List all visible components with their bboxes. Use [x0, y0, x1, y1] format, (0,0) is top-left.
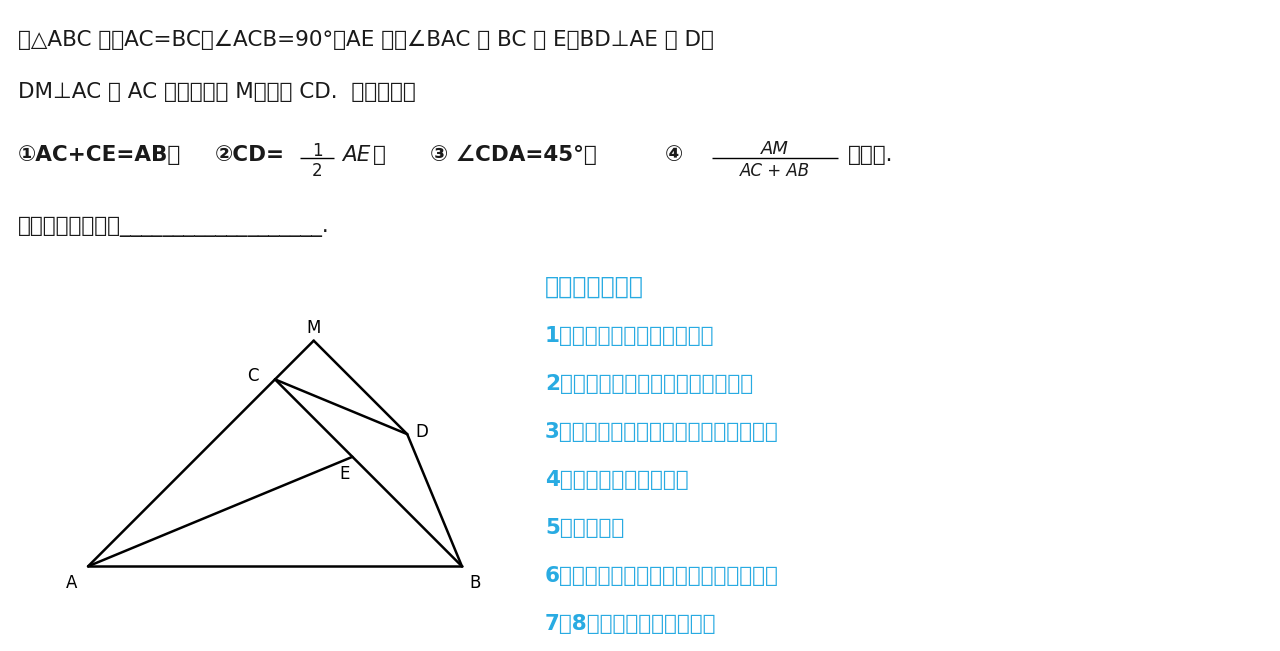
Text: ①AC+CE=AB；: ①AC+CE=AB；	[18, 145, 182, 165]
Text: 2、角平分线辅助线，延长对称全等: 2、角平分线辅助线，延长对称全等	[545, 374, 753, 394]
Text: C: C	[247, 367, 259, 385]
Text: DM⊥AC 交 AC 的延长线于 M，连接 CD.  下列结论：: DM⊥AC 交 AC 的延长线于 M，连接 CD. 下列结论：	[18, 82, 416, 102]
Text: ；: ；	[372, 145, 385, 165]
Text: 5、勾股定理: 5、勾股定理	[545, 518, 625, 538]
Text: 2: 2	[312, 162, 323, 180]
Text: 其中正确的结论有___________________.: 其中正确的结论有___________________.	[18, 217, 330, 237]
Text: 7、8字形找等角或四点共圆: 7、8字形找等角或四点共圆	[545, 614, 717, 634]
Text: 4、等腰三角形三线合一: 4、等腰三角形三线合一	[545, 470, 689, 490]
Text: 为定值.: 为定值.	[849, 145, 893, 165]
Text: A: A	[65, 574, 77, 592]
Text: 在△ABC 中，AC=BC，∠ACB=90°，AE 平分∠BAC 交 BC 于 E，BD⊥AE 于 D，: 在△ABC 中，AC=BC，∠ACB=90°，AE 平分∠BAC 交 BC 于 …	[18, 30, 714, 50]
Text: E: E	[339, 465, 351, 482]
Text: ④: ④	[666, 145, 684, 165]
Text: ②CD=: ②CD=	[215, 145, 285, 165]
Text: M: M	[306, 318, 321, 337]
Text: 6、等腰直角三角形，两直角边构造全等: 6、等腰直角三角形，两直角边构造全等	[545, 566, 778, 586]
Text: AC + AB: AC + AB	[740, 162, 810, 180]
Text: AM: AM	[762, 140, 788, 158]
Text: 1、角平分线辅助线，双垂直: 1、角平分线辅助线，双垂直	[545, 326, 714, 346]
Text: 3、直角三角形，斜边中线等于斜边一半: 3、直角三角形，斜边中线等于斜边一半	[545, 422, 778, 442]
Text: D: D	[416, 423, 429, 441]
Text: AE: AE	[342, 145, 370, 165]
Text: 1: 1	[312, 142, 323, 160]
Text: B: B	[470, 574, 481, 592]
Text: 必备关联知识点: 必备关联知识点	[545, 275, 644, 299]
Text: ③ ∠CDA=45°；: ③ ∠CDA=45°；	[430, 145, 596, 165]
